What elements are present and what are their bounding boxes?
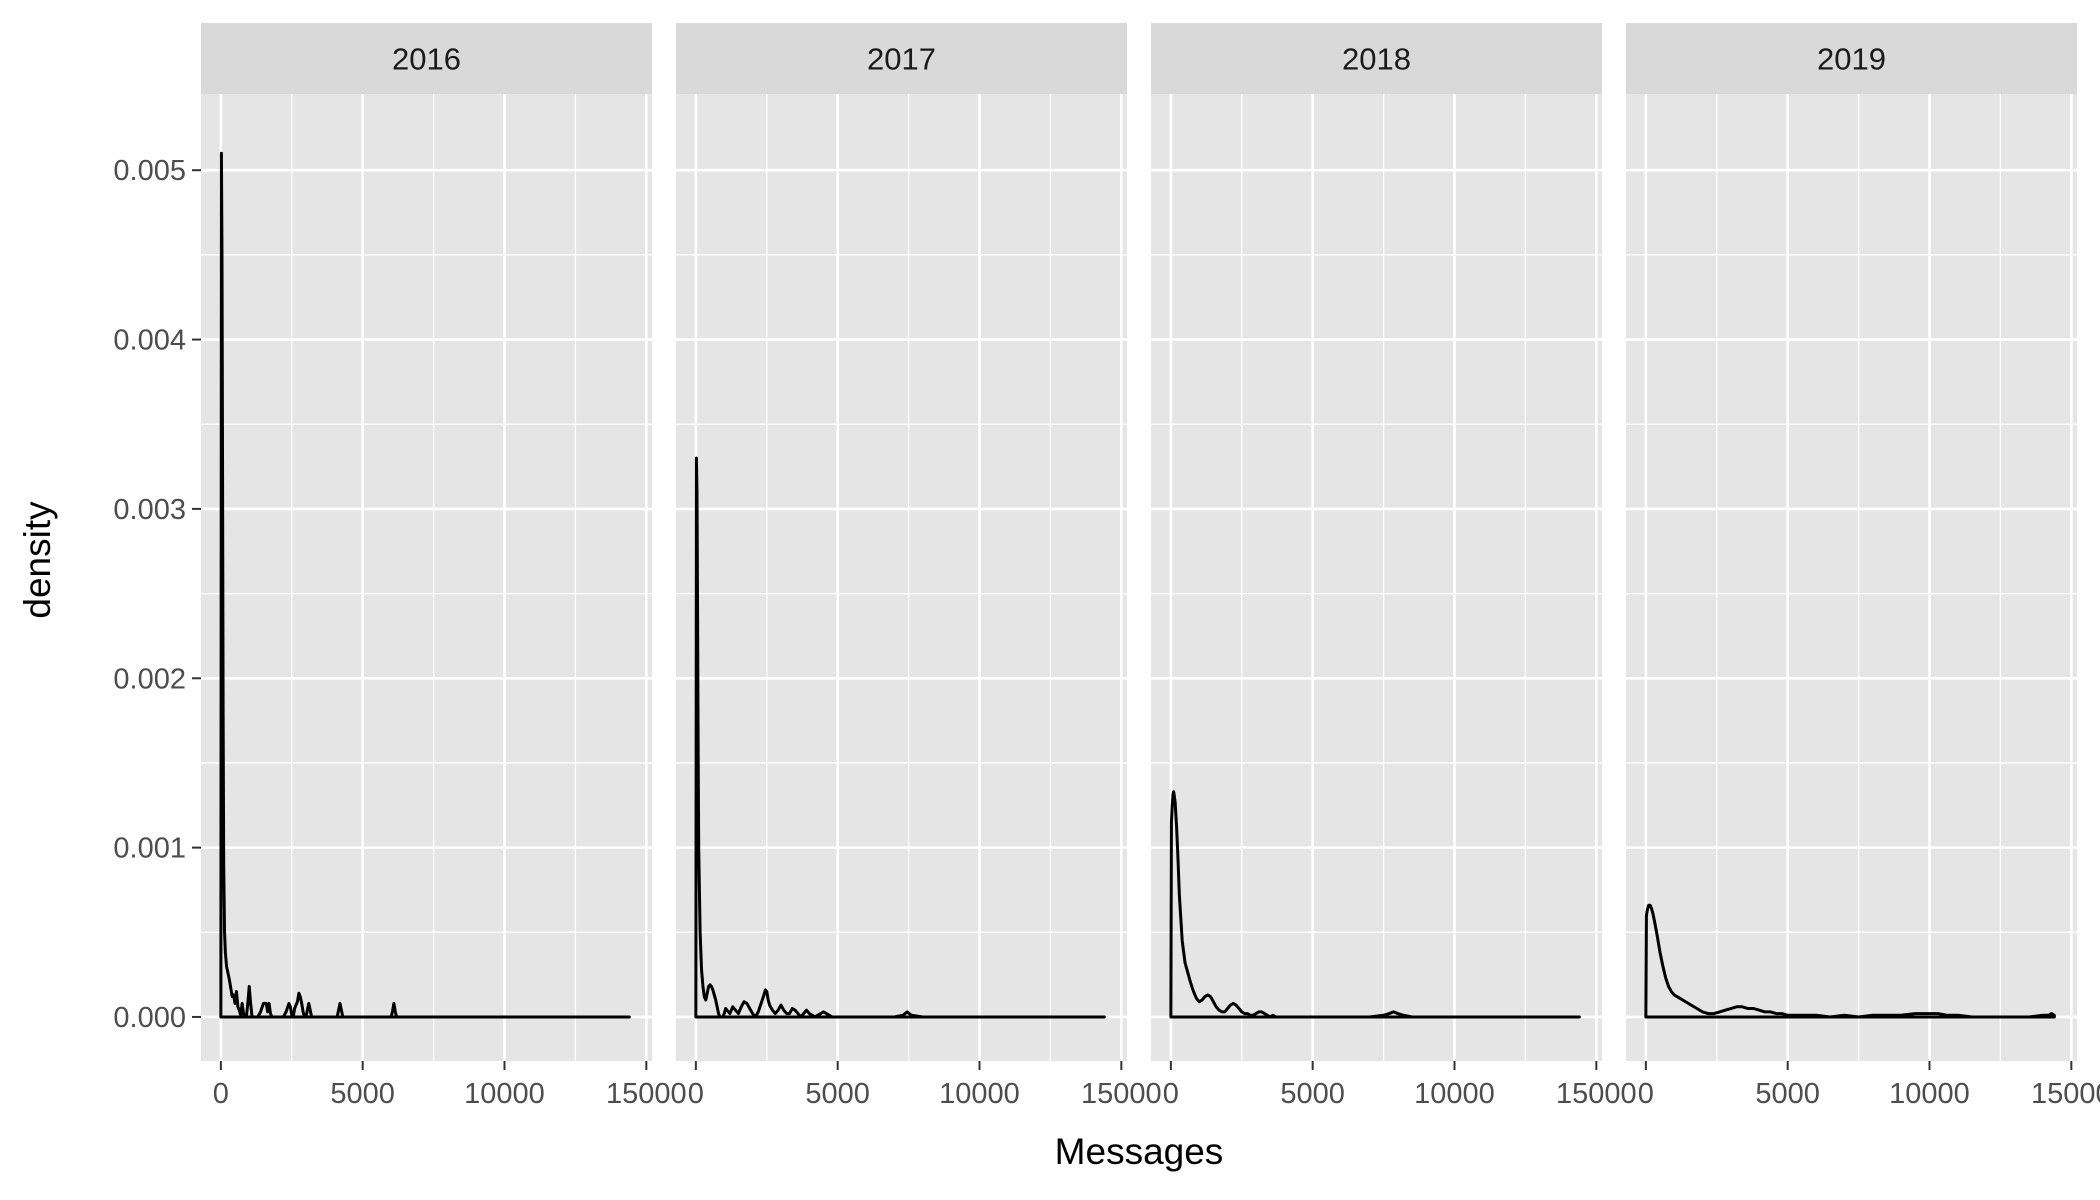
facet-panel-2018: 2018 0 5000 10000 15000 <box>1151 23 1637 1110</box>
x-tick-label: 0 <box>688 1078 704 1110</box>
x-tick-label: 15000 <box>1081 1078 1162 1110</box>
x-tick-label: 5000 <box>330 1078 395 1110</box>
density-curve <box>1644 903 2056 1019</box>
x-tick-label: 10000 <box>939 1078 1020 1110</box>
facet-strip <box>676 23 1127 94</box>
density-curve <box>1169 790 1581 1019</box>
x-tick-label: 15000 <box>2031 1078 2100 1110</box>
x-tick-label: 5000 <box>1755 1078 1820 1110</box>
facet-strip <box>201 23 652 94</box>
facet-strip-label: 2019 <box>1817 42 1886 77</box>
x-tick-label: 5000 <box>1280 1078 1345 1110</box>
panel-background <box>676 94 1127 1061</box>
x-axis-title: Messages <box>1055 1131 1224 1172</box>
panel-background <box>1151 94 1602 1061</box>
y-axis: 0.000 0.001 0.002 0.003 0.004 0.005 <box>113 155 201 1034</box>
facet-panel-2017: 2017 0 5000 10000 15000 <box>676 23 1162 1110</box>
x-tick-label: 5000 <box>805 1078 870 1110</box>
y-tick-label: 0.000 <box>113 1002 186 1034</box>
y-axis-title: density <box>17 501 58 619</box>
facet-strip-label: 2016 <box>392 42 461 77</box>
facet-panel-2019: 2019 0 5000 10000 15000 <box>1626 23 2100 1110</box>
panel-background <box>1626 94 2077 1061</box>
y-tick-label: 0.001 <box>113 833 186 865</box>
facet-panel-2016: 2016 0 5000 10000 15000 <box>201 23 687 1110</box>
y-tick-label: 0.005 <box>113 155 186 187</box>
y-tick-label: 0.002 <box>113 663 186 695</box>
facet-strip-label: 2018 <box>1342 42 1411 77</box>
facet-strip <box>1626 23 2077 94</box>
y-tick-label: 0.004 <box>113 325 186 357</box>
x-tick-label: 10000 <box>1889 1078 1970 1110</box>
x-tick-label: 0 <box>213 1078 229 1110</box>
x-tick-label: 15000 <box>606 1078 687 1110</box>
x-tick-label: 15000 <box>1556 1078 1637 1110</box>
x-tick-label: 0 <box>1163 1078 1179 1110</box>
density-curve <box>694 456 1106 1019</box>
x-tick-label: 0 <box>1638 1078 1654 1110</box>
x-tick-label: 10000 <box>464 1078 545 1110</box>
x-tick-label: 10000 <box>1414 1078 1495 1110</box>
facet-strip-label: 2017 <box>867 42 936 77</box>
density-curve <box>219 151 631 1019</box>
y-tick-label: 0.003 <box>113 494 186 526</box>
facet-strip <box>1151 23 1602 94</box>
panel-background <box>201 94 652 1061</box>
